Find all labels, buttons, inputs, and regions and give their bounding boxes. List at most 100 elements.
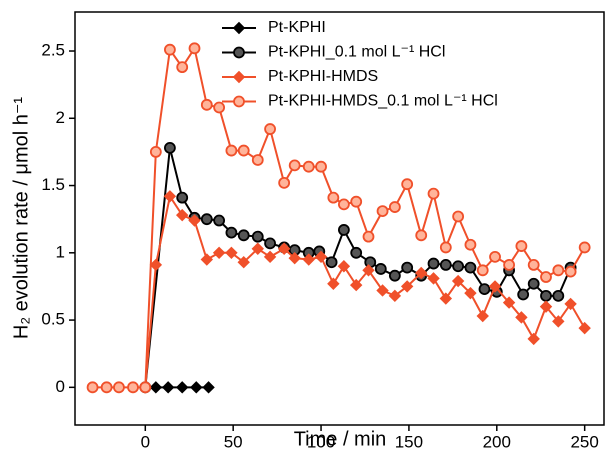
marker	[452, 210, 465, 223]
marker	[213, 214, 226, 227]
marker	[327, 191, 340, 204]
marker	[539, 300, 553, 313]
marker	[388, 289, 402, 303]
marker	[388, 201, 401, 213]
marker	[464, 286, 477, 300]
series	[139, 190, 591, 394]
marker	[188, 42, 201, 55]
marker	[127, 381, 139, 394]
marker	[427, 257, 440, 270]
marker	[388, 269, 401, 282]
marker	[515, 311, 528, 324]
marker	[337, 260, 351, 273]
marker	[350, 195, 363, 208]
marker	[476, 309, 489, 323]
marker	[164, 43, 176, 56]
legend-marker	[232, 21, 246, 35]
legend-marker	[232, 70, 246, 84]
marker	[149, 258, 163, 272]
legend-label: Pt-KPHI-HMDS_0.1 mol L⁻¹ HCl	[268, 93, 498, 110]
series-line	[92, 45, 586, 389]
marker	[212, 246, 226, 260]
marker	[264, 123, 276, 135]
series	[86, 42, 591, 394]
marker	[503, 259, 515, 271]
marker	[149, 381, 163, 394]
marker	[251, 230, 264, 243]
marker	[552, 289, 565, 302]
marker	[251, 242, 264, 255]
marker	[427, 272, 440, 285]
marker	[288, 251, 301, 265]
marker	[578, 321, 591, 335]
legend-label: Pt-KPHI-HMDS	[268, 68, 378, 85]
series-line	[144, 147, 572, 388]
marker	[464, 238, 477, 251]
marker	[374, 263, 387, 275]
marker	[225, 144, 238, 157]
marker	[277, 242, 291, 255]
marker	[362, 230, 375, 243]
marker	[213, 101, 226, 114]
x-tick-label: 0	[141, 432, 150, 451]
marker	[376, 284, 389, 297]
marker	[415, 229, 428, 242]
marker	[350, 246, 363, 259]
marker	[175, 208, 189, 222]
y-axis-label: H₂ evolution rate / μmol h⁻¹	[10, 97, 32, 339]
legend-label: Pt-KPHI	[268, 19, 326, 36]
marker	[337, 198, 350, 211]
marker	[564, 265, 577, 278]
marker	[552, 315, 565, 328]
marker	[439, 292, 453, 305]
marker	[288, 159, 301, 172]
marker	[489, 250, 501, 263]
marker	[540, 271, 552, 283]
marker	[200, 213, 213, 226]
marker	[488, 280, 502, 293]
marker	[515, 240, 528, 252]
x-axis-label: Time / min	[294, 428, 387, 450]
marker	[149, 146, 162, 158]
marker	[349, 278, 363, 292]
legend-marker	[233, 95, 245, 108]
marker	[188, 214, 201, 227]
series	[139, 141, 577, 394]
marker	[527, 259, 540, 271]
marker	[314, 250, 328, 264]
marker	[251, 154, 264, 166]
y-tick-label: 0.5	[41, 310, 65, 329]
y-tick-label: 0	[56, 377, 65, 396]
marker	[478, 283, 491, 296]
marker	[176, 191, 189, 204]
marker	[163, 190, 177, 203]
marker	[401, 178, 414, 191]
marker	[202, 381, 215, 394]
legend-label: Pt-KPHI_0.1 mol L⁻¹ HCl	[268, 44, 445, 61]
marker	[527, 332, 540, 346]
marker	[302, 253, 315, 266]
marker	[552, 264, 565, 277]
marker	[517, 288, 530, 301]
marker	[225, 246, 238, 260]
series	[149, 381, 215, 394]
marker	[439, 241, 452, 254]
marker	[540, 289, 552, 302]
marker	[401, 261, 414, 274]
legend-marker	[233, 46, 245, 59]
marker	[200, 253, 214, 266]
marker	[464, 261, 477, 274]
marker	[364, 256, 377, 269]
marker	[225, 226, 238, 239]
marker	[439, 259, 452, 271]
marker	[452, 260, 465, 273]
y-tick-label: 1	[56, 242, 65, 261]
marker	[451, 274, 465, 288]
marker	[113, 381, 125, 394]
y-tick-label: 1.5	[41, 175, 65, 194]
marker	[237, 144, 250, 157]
marker	[200, 98, 213, 111]
marker	[476, 264, 489, 277]
marker	[237, 229, 250, 242]
